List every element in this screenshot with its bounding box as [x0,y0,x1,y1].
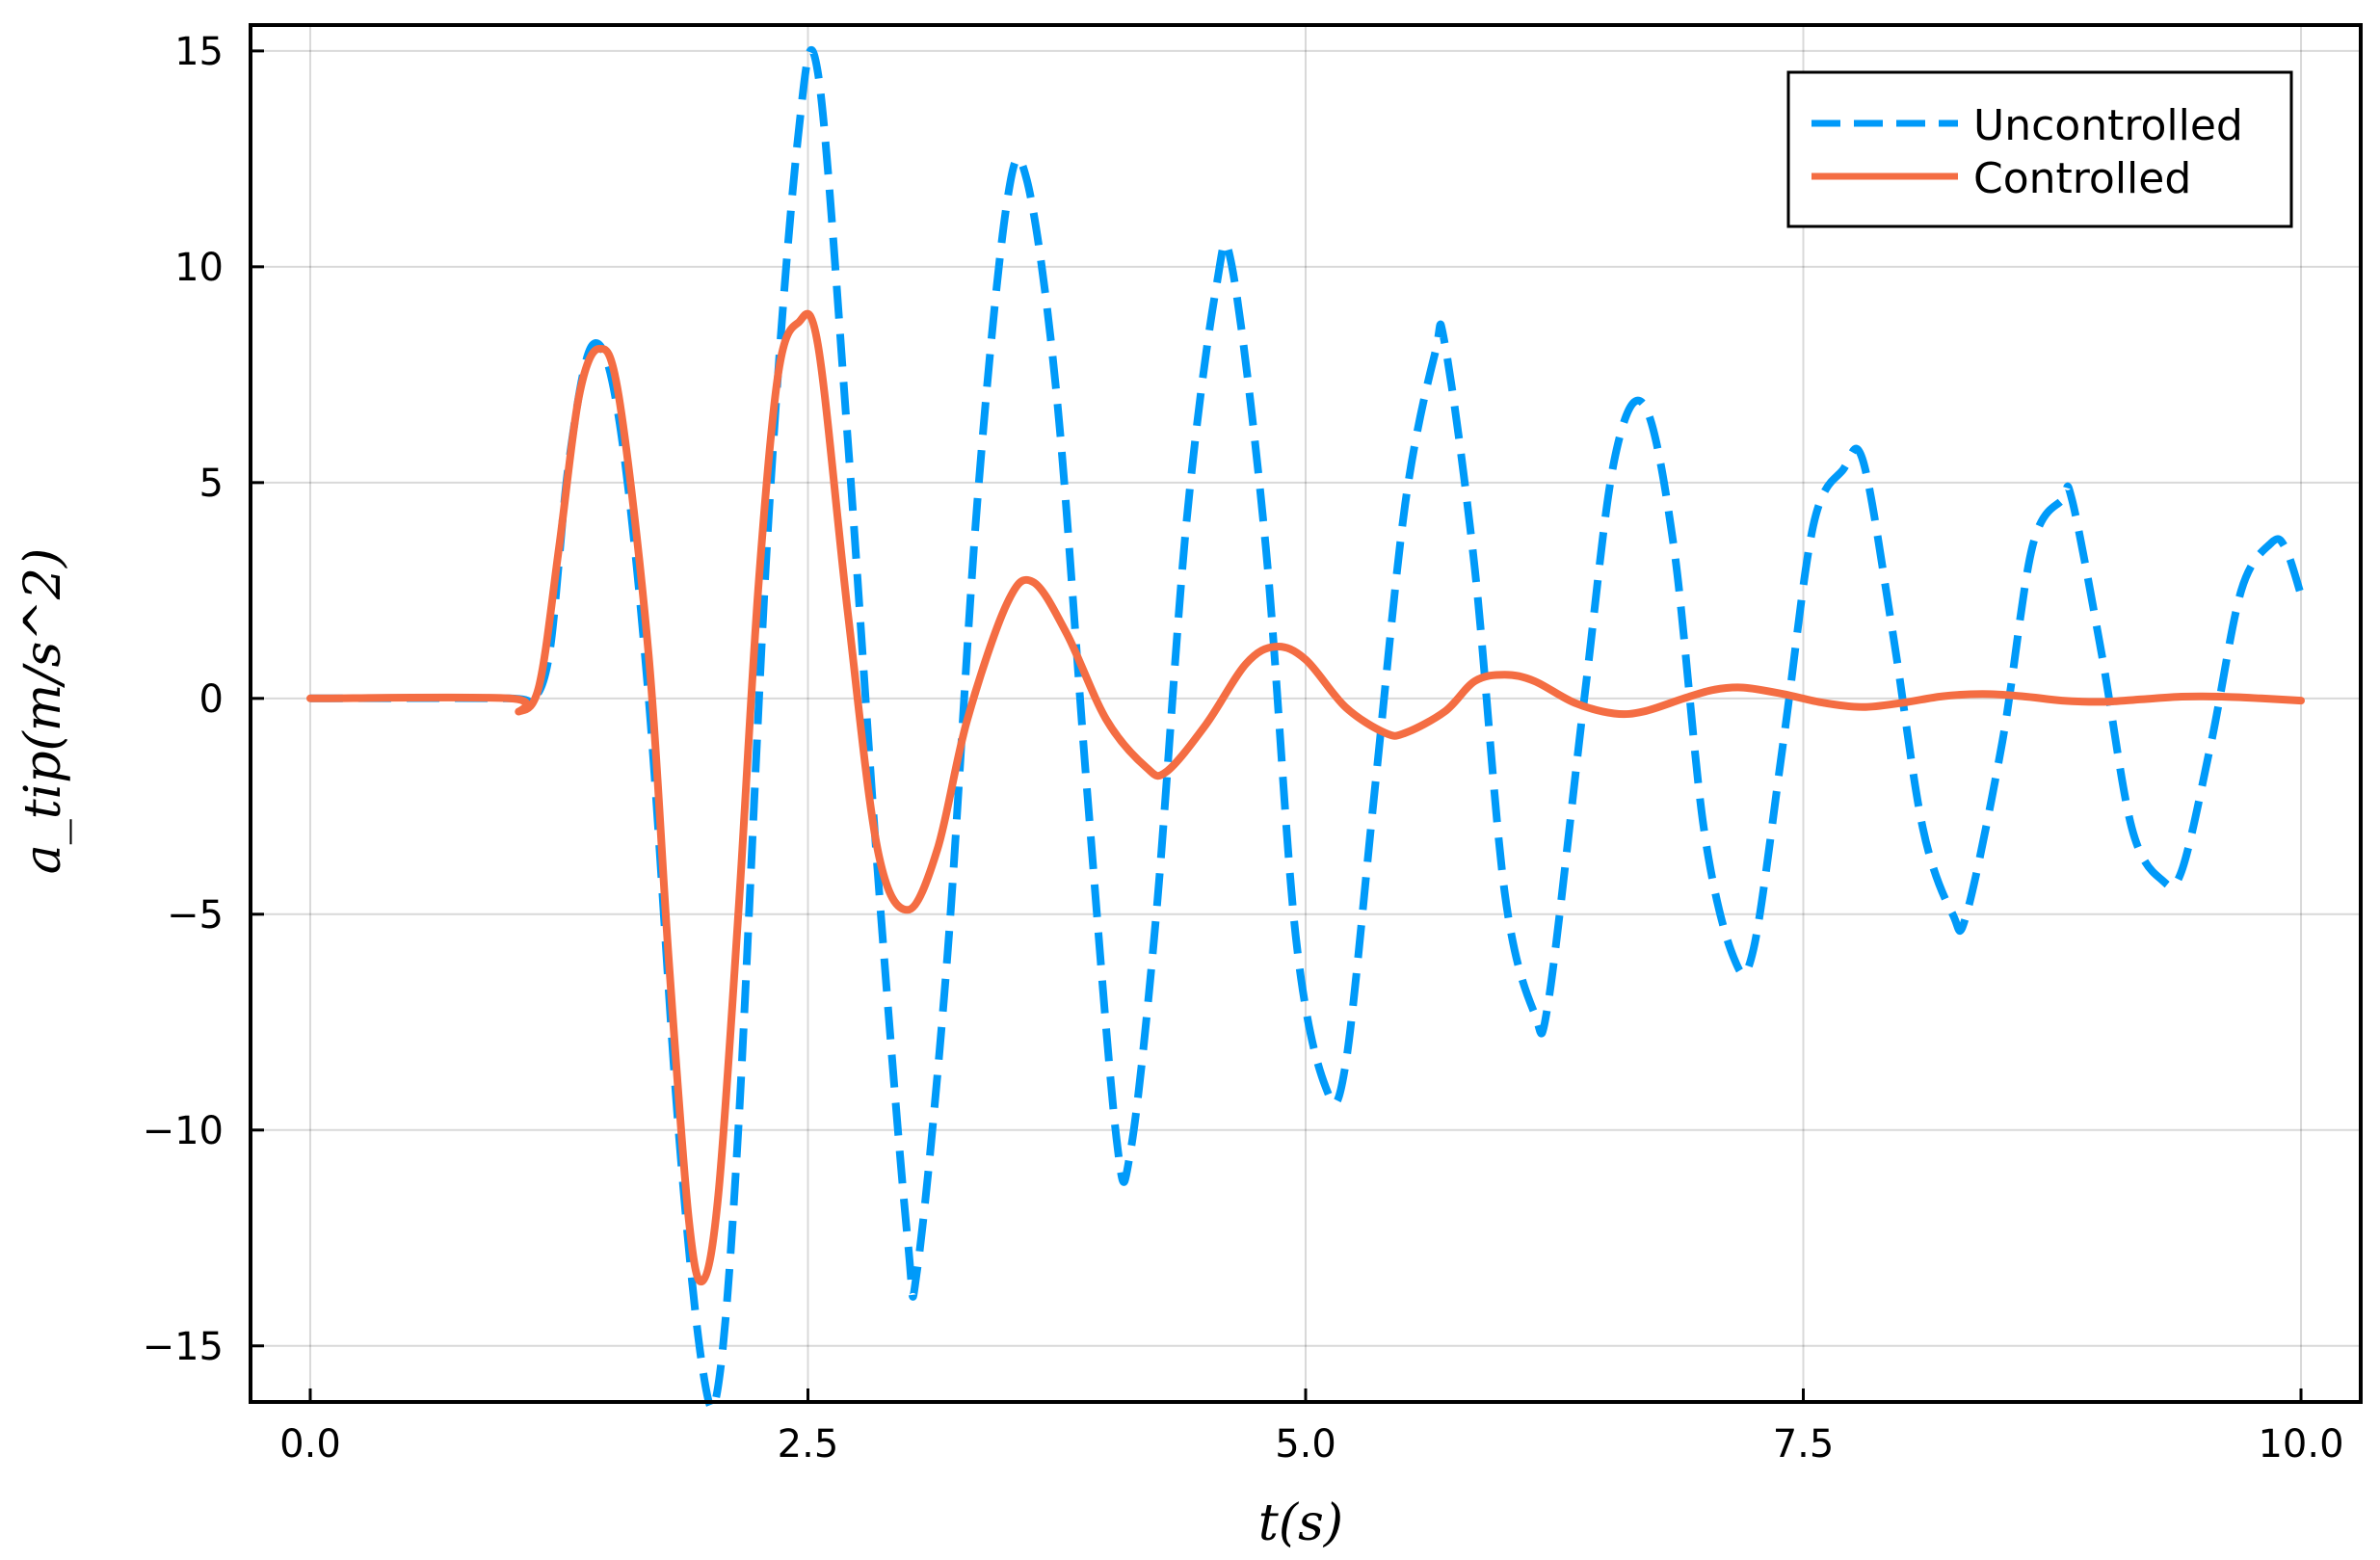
series-group [306,46,2305,1412]
x-tick-labels: 0.0 2.5 5.0 7.5 10.0 [279,1422,2343,1467]
y-tick-label: −5 [167,893,224,938]
legend-box [1786,70,2293,228]
x-tick-label: 10.0 [2258,1422,2343,1467]
x-tick-label: 5.0 [1275,1422,1336,1467]
y-axis-label: a_tip(m/s^2) [14,548,72,875]
tick-marks [251,49,2303,1402]
series-line-controlled [306,309,2305,1286]
x-tick-label: 7.5 [1773,1422,1835,1467]
grid [251,25,2361,1402]
x-tick-label: 2.5 [778,1422,839,1467]
y-tick-label: −15 [143,1325,224,1369]
series-line-uncontrolled [309,46,2305,1412]
y-tick-label: 5 [199,462,224,506]
legend: Uncontrolled Controlled [1786,70,2293,228]
x-tick-label: 0.0 [279,1422,341,1467]
y-tick-label: −10 [143,1109,224,1153]
y-tick-label: 0 [199,677,224,722]
legend-label-uncontrolled: Uncontrolled [1973,101,2243,150]
y-tick-labels: −15 −10 −5 0 5 10 15 [143,30,224,1369]
y-tick-label: 15 [174,30,224,74]
legend-label-controlled: Controlled [1973,154,2191,203]
y-tick-label: 10 [174,246,224,290]
x-axis-label: t(s) [1258,1494,1343,1552]
